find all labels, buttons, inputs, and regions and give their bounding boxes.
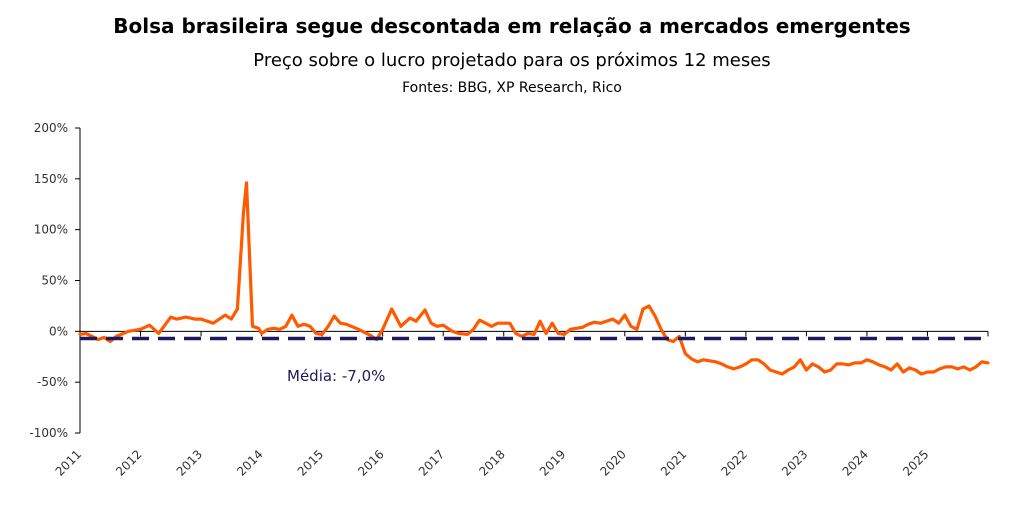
- x-tick-label: 2021: [658, 447, 689, 478]
- x-tick-label: 2016: [355, 447, 386, 478]
- x-tick-label: 2014: [234, 447, 265, 478]
- x-tick-label: 2013: [174, 447, 205, 478]
- x-tick-label: 2025: [900, 447, 931, 478]
- chart-title: Bolsa brasileira segue descontada em rel…: [113, 14, 911, 38]
- y-tick-label: 0%: [49, 324, 68, 338]
- average-label: Média: -7,0%: [287, 367, 385, 385]
- x-tick-label: 2020: [597, 447, 628, 478]
- y-tick-label: 100%: [34, 223, 68, 237]
- series-line-premium-discount: [78, 181, 990, 376]
- y-tick-label: -100%: [29, 426, 68, 440]
- x-tick-label: 2011: [53, 447, 84, 478]
- x-tick-label: 2022: [718, 447, 749, 478]
- y-tick-label: -50%: [37, 375, 68, 389]
- y-tick-label: 50%: [41, 274, 68, 288]
- x-tick-label: 2015: [295, 447, 326, 478]
- x-tick-label: 2024: [840, 447, 871, 478]
- x-tick-label: 2018: [476, 447, 507, 478]
- x-tick-label: 2017: [416, 447, 447, 478]
- x-tick-label: 2019: [537, 447, 568, 478]
- x-tick-label: 2012: [113, 447, 144, 478]
- chart-sources: Fontes: BBG, XP Research, Rico: [402, 80, 622, 96]
- x-tick-label: 2023: [779, 447, 810, 478]
- chart-subtitle: Preço sobre o lucro projetado para os pr…: [253, 50, 771, 71]
- y-tick-label: 150%: [34, 172, 68, 186]
- y-tick-label: 200%: [34, 121, 68, 135]
